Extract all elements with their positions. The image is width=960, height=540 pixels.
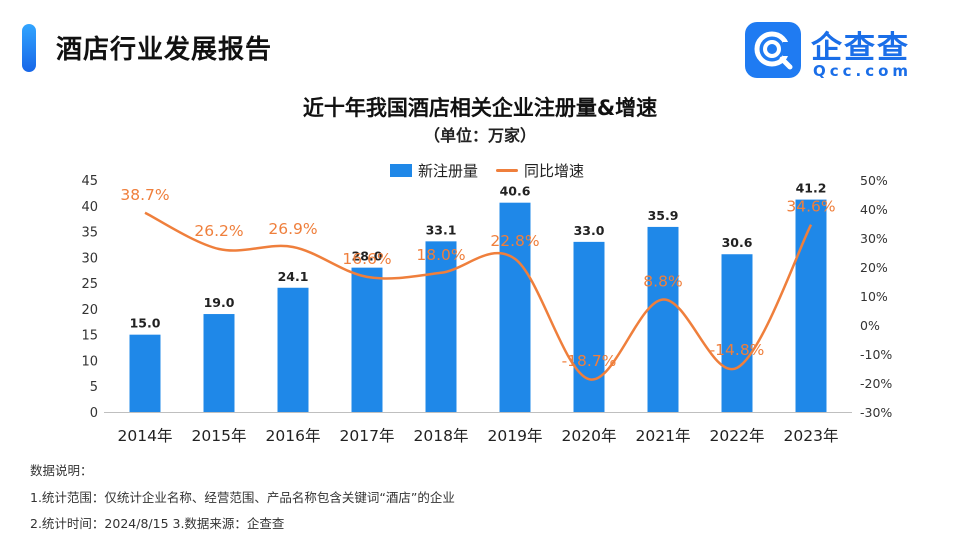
legend-label-growth: 同比增速 xyxy=(524,162,585,180)
x-tick-label: 2018年 xyxy=(414,427,469,445)
bar-value-label: 19.0 xyxy=(204,295,235,310)
qcc-logo: 企查查 Qcc.com xyxy=(745,22,945,82)
x-tick-label: 2016年 xyxy=(266,427,321,445)
notes-heading: 数据说明： xyxy=(30,463,93,478)
y-left-tick-label: 35 xyxy=(81,226,98,241)
y-left-tick-label: 15 xyxy=(81,329,98,344)
x-tick-label: 2014年 xyxy=(118,427,173,445)
y-left-tick-label: 0 xyxy=(90,406,98,421)
bar-registrations xyxy=(795,199,827,412)
y-right-tick-label: 0% xyxy=(860,318,880,333)
growth-value-label: 26.9% xyxy=(268,220,317,238)
bar-registrations xyxy=(425,241,457,412)
y-right-tick-label: 10% xyxy=(860,289,888,304)
title-accent-bar xyxy=(22,24,36,72)
bar-value-label: 33.0 xyxy=(574,223,605,238)
chart-title: 近十年我国酒店相关企业注册量&增速 xyxy=(302,96,658,120)
bar-registrations xyxy=(499,202,531,412)
y-left-tick-label: 25 xyxy=(81,277,98,292)
bar-registrations xyxy=(573,241,605,412)
growth-value-label: -14.8% xyxy=(710,341,765,359)
y-left-tick-label: 40 xyxy=(81,200,98,215)
bar-value-label: 28.0 xyxy=(352,249,383,264)
y-right-tick-label: -10% xyxy=(860,347,892,362)
bar-registrations xyxy=(647,226,679,412)
x-tick-label: 2019年 xyxy=(488,427,543,445)
y-left-tick-label: 5 xyxy=(90,380,98,395)
growth-value-label: 8.8% xyxy=(643,272,682,290)
bar-value-label: 24.1 xyxy=(278,269,309,284)
growth-rate-line xyxy=(144,211,813,381)
chart-subtitle: （单位：万家） xyxy=(423,126,536,145)
growth-value-label: 26.2% xyxy=(194,222,243,240)
bar-registrations xyxy=(129,334,161,412)
bar-registrations xyxy=(277,287,309,412)
y-right-tick-label: -30% xyxy=(860,405,892,420)
y-left-tick-label: 10 xyxy=(81,354,98,369)
y-right-tick-label: 30% xyxy=(860,231,888,246)
legend-bar-swatch xyxy=(390,164,412,177)
x-tick-label: 2023年 xyxy=(784,427,839,445)
growth-value-label: 22.8% xyxy=(490,232,539,250)
growth-value-label: 18.0% xyxy=(416,246,465,264)
qcc-logo-domain: Qcc.com xyxy=(813,62,913,80)
bar-registrations xyxy=(721,254,753,412)
notes-scope: 1.统计范围：仅统计企业名称、经营范围、产品名称包含关键词“酒店”的企业 xyxy=(30,490,455,505)
growth-value-label: 38.7% xyxy=(120,186,169,204)
y-left-tick-label: 20 xyxy=(81,303,98,318)
y-right-tick-label: -20% xyxy=(860,376,892,391)
y-right-tick-label: 20% xyxy=(860,260,888,275)
bar-registrations xyxy=(203,314,235,412)
qcc-logo-icon xyxy=(745,22,801,78)
growth-value-label: -18.7% xyxy=(562,352,617,370)
growth-value-label: 34.6% xyxy=(786,198,835,216)
y-right-tick-label: 50% xyxy=(860,173,888,188)
bar-value-label: 35.9 xyxy=(648,208,679,223)
legend-line-swatch xyxy=(496,169,518,172)
bar-value-label: 40.6 xyxy=(500,184,531,199)
x-tick-label: 2017年 xyxy=(340,427,395,445)
legend-item-growth: 同比增速 xyxy=(496,160,584,181)
report-title: 酒店行业发展报告 xyxy=(56,35,273,65)
bar-value-label: 33.1 xyxy=(426,222,457,237)
growth-value-label: 16.6% xyxy=(342,250,391,268)
notes-time-source: 2.统计时间：2024/8/15 3.数据来源：企查查 xyxy=(30,516,285,531)
y-right-tick-label: 40% xyxy=(860,202,888,217)
x-tick-label: 2015年 xyxy=(192,427,247,445)
bar-value-label: 15.0 xyxy=(130,316,161,331)
legend-item-registrations: 新注册量 xyxy=(390,160,478,181)
bar-registrations xyxy=(351,267,383,412)
x-tick-label: 2020年 xyxy=(562,427,617,445)
bar-value-label: 41.2 xyxy=(796,181,827,196)
legend-label-registrations: 新注册量 xyxy=(418,162,479,180)
x-tick-label: 2021年 xyxy=(636,427,691,445)
bar-value-label: 30.6 xyxy=(722,235,753,250)
y-left-tick-label: 30 xyxy=(81,251,98,266)
qcc-logo-name: 企查查 xyxy=(811,30,910,66)
y-left-tick-label: 45 xyxy=(81,174,98,189)
x-tick-label: 2022年 xyxy=(710,427,765,445)
